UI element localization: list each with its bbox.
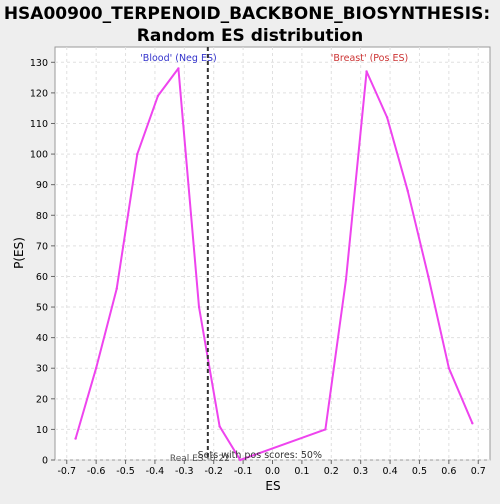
es-series-point (218, 425, 221, 428)
x-tick-label: -0.3 (175, 466, 194, 477)
x-tick-label: 0.5 (412, 466, 427, 477)
es-series-point (365, 70, 368, 73)
y-tick-label: 120 (30, 88, 48, 99)
x-tick-label: -0.6 (87, 466, 106, 477)
x-tick-label: 0.1 (294, 466, 309, 477)
y-tick-label: 110 (30, 119, 48, 130)
y-tick-label: 10 (36, 425, 48, 436)
es-series-point (406, 189, 409, 192)
pos-es-label: 'Breast' (Pos ES) (331, 53, 408, 64)
y-tick-label: 70 (36, 241, 48, 252)
es-series-point (385, 116, 389, 119)
real-es-label: Real ES:-0.22 (170, 454, 230, 464)
es-series-point (136, 152, 139, 156)
y-tick-label: 0 (42, 456, 48, 467)
x-tick-label: -0.5 (116, 466, 135, 477)
x-tick-label: -0.4 (146, 466, 165, 477)
x-tick-label: 0.4 (383, 466, 398, 477)
x-tick-label: 0.6 (441, 466, 456, 477)
es-series-point (94, 367, 98, 370)
y-tick-label: 90 (36, 180, 48, 191)
y-tick-label: 40 (36, 333, 48, 344)
x-tick-label: 0.2 (324, 466, 339, 477)
y-tick-label: 20 (36, 394, 48, 405)
y-axis-label: P(ES) (12, 237, 26, 269)
es-series-point (324, 428, 327, 431)
y-tick-label: 130 (30, 58, 48, 69)
es-series-point (447, 367, 451, 370)
x-tick-label: -0.2 (204, 466, 223, 477)
x-tick-label: 0.3 (353, 466, 368, 477)
axis-layer: -0.7 -0.6 -0.5 -0.4 -0.3 -0.2 -0.1 0.0 0.1 0.2 0.3… (30, 58, 486, 477)
x-tick-label: -0.7 (57, 466, 76, 477)
es-series-point (197, 305, 201, 309)
es-series-point (238, 458, 242, 462)
y-tick-label: 50 (36, 303, 48, 314)
es-series-point (471, 422, 474, 425)
x-tick-label: 0.7 (471, 466, 486, 477)
y-tick-label: 80 (36, 211, 48, 222)
chart-title-line2: Random ES distribution (137, 26, 363, 46)
es-series-point (74, 437, 77, 440)
series-layer (74, 67, 474, 462)
x-tick-label: -0.1 (234, 466, 253, 477)
y-tick-label: 30 (36, 364, 48, 375)
es-series-point (344, 278, 348, 281)
grid-layer (55, 47, 490, 461)
y-tick-label: 60 (36, 272, 48, 283)
y-tick-label: 100 (30, 150, 48, 161)
es-series-point (427, 275, 430, 278)
es-series-point (115, 287, 118, 290)
chart-title-line1: HSA00900_TERPENOID_BACKBONE_BIOSYNTHESIS… (4, 4, 490, 24)
x-axis-label: ES (265, 479, 280, 493)
neg-es-label: 'Blood' (Neg ES) (140, 53, 217, 64)
es-series-point (156, 94, 160, 98)
es-series-point (177, 67, 180, 70)
pos-scores-text: Sets with pos scores: 50% (198, 450, 322, 461)
x-tick-label: 0.0 (265, 466, 280, 477)
